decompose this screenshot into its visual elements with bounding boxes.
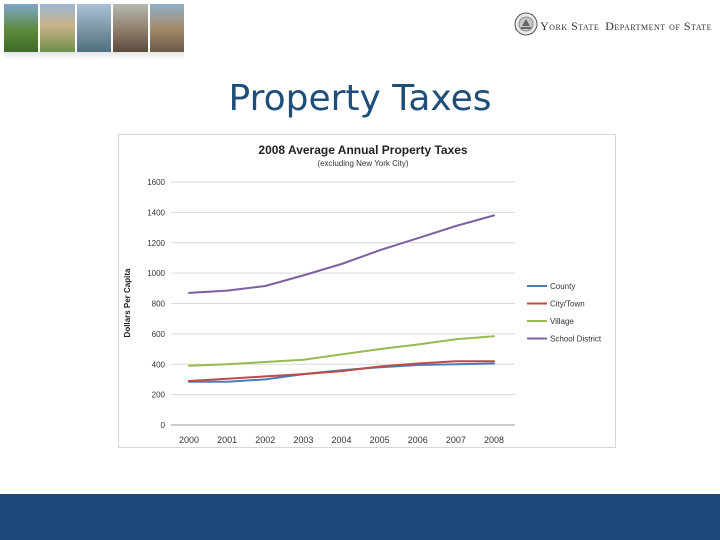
x-tick-2004: 2004 [331,435,351,445]
y-tick-0: 0 [161,421,166,430]
y-tick-1000: 1000 [147,269,165,278]
chart-subtitle: (excluding New York City) [317,159,408,168]
y-tick-1200: 1200 [147,239,165,248]
y-tick-1600: 1600 [147,178,165,187]
series-line-city-town [188,360,495,382]
chart-title: 2008 Average Annual Property Taxes [258,143,468,157]
y-tick-400: 400 [152,360,166,369]
legend-label-village: Village [550,317,574,326]
x-tick-labels: 2000 2001 2002 2003 2004 2005 2006 2007 2008 [179,435,504,445]
photo-people [113,4,148,52]
series-lines [188,214,495,383]
legend-label-city-town: City/Town [550,300,585,309]
chart-svg: 2008 Average Annual Property Taxes (excl… [123,143,602,445]
photo-landscape [4,4,39,52]
ny-department-of-state-logo: New York State Department of State [514,12,712,40]
ny-state-seal-icon [514,12,538,36]
footer-bar [0,494,720,540]
x-tick-2005: 2005 [370,435,390,445]
x-tick-2000: 2000 [179,435,199,445]
legend-label-county: County [550,282,575,291]
legend-label-school-district: School District [550,335,602,344]
y-tick-800: 800 [152,300,166,309]
x-tick-2002: 2002 [255,435,275,445]
slide-title: Property Taxes [228,78,492,119]
photo-canal [76,4,112,52]
line-chart: 2008 Average Annual Property Taxes (excl… [118,134,616,448]
y-tick-200: 200 [152,391,166,400]
x-tick-2007: 2007 [446,435,466,445]
x-tick-2006: 2006 [408,435,428,445]
gridlines [171,181,515,426]
y-axis-label: Dollars Per Capita [123,268,132,337]
brand-right-text: Department of State [605,18,712,33]
photo-street [149,4,185,52]
header-photo-strip [4,4,185,52]
series-line-village [188,335,495,367]
y-tick-1400: 1400 [147,208,165,217]
series-line-school-district [188,214,495,294]
y-tick-labels: 0 200 400 600 800 1000 1200 1400 1600 [147,178,165,430]
y-tick-600: 600 [152,330,166,339]
photo-strip-shadow [4,52,184,60]
photo-building [40,4,75,52]
x-tick-2008: 2008 [484,435,504,445]
x-tick-2001: 2001 [217,435,237,445]
x-tick-2003: 2003 [293,435,313,445]
legend: County City/Town Village School District [527,282,602,344]
